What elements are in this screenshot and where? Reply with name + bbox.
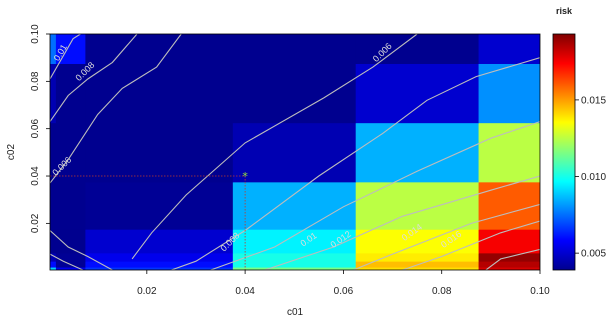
x-tick-label: 0.04: [235, 286, 255, 297]
legend-ticks: 0.005 0.010 0.015: [575, 95, 606, 260]
y-tick-label: 0.08: [30, 71, 41, 91]
heatmap-cell: [232, 34, 357, 64]
heatmap-cell: [355, 267, 479, 270]
heatmap-cell: [85, 267, 234, 270]
heatmap-cell: [50, 267, 57, 270]
contour-line: [50, 34, 81, 80]
y-tick-label: 0.10: [30, 24, 41, 44]
heatmap-cell: [355, 63, 479, 124]
x-tick-label: 0.02: [137, 286, 157, 297]
heatmap-cell: [478, 34, 540, 64]
heatmap-cell: [232, 229, 357, 254]
contour-line: [50, 253, 84, 270]
contour-line: [485, 248, 540, 270]
heatmap-cell: [232, 181, 357, 230]
y-axis: 0.02 0.04 0.06 0.08 0.10: [30, 24, 50, 233]
heatmap-cell: [85, 261, 234, 268]
contour-line: [210, 121, 540, 270]
legend-title: risk: [556, 6, 573, 16]
reference-lines: *: [50, 170, 248, 270]
y-axis-title: c02: [6, 144, 17, 161]
heatmap-cell: [50, 63, 57, 124]
heatmap-cell: [85, 122, 234, 183]
y-tick-label: 0.06: [30, 119, 41, 139]
heatmap-cell: [50, 122, 57, 183]
heatmap-cell: [55, 229, 86, 254]
y-tick-label: 0.02: [30, 213, 41, 233]
heatmap-cell: [478, 63, 540, 124]
contour-line: [50, 230, 113, 270]
heatmap-cell: [85, 229, 234, 254]
heatmap-cells: [50, 34, 540, 270]
y-tick-label: 0.04: [30, 166, 41, 186]
legend-tick-label: 0.005: [581, 249, 606, 260]
heatmap-cell: [232, 252, 357, 262]
contour-line: [50, 34, 138, 122]
heatmap-cell: [232, 122, 357, 183]
legend-colorbar: [552, 33, 576, 271]
heatmap-cell: [85, 34, 234, 64]
contour-line: [171, 57, 540, 270]
x-axis: 0.02 0.04 0.06 0.08 0.10: [137, 270, 550, 297]
x-tick-label: 0.10: [530, 286, 550, 297]
heatmap-cell: [55, 252, 86, 262]
contour-line: [264, 175, 540, 270]
contour-line: [131, 34, 418, 260]
contour-line: [402, 220, 540, 270]
heatmap-cell: [232, 267, 357, 270]
contour-line: [50, 34, 182, 184]
heatmap-cell: [85, 181, 234, 230]
heatmap-cell: [85, 63, 234, 124]
heatmap-cell: [50, 181, 57, 230]
contour-lines: [50, 34, 540, 270]
x-tick-label: 0.06: [334, 286, 354, 297]
heatmap-cell: [478, 122, 540, 183]
heatmap-cell: [355, 122, 479, 183]
heatmap-cell: [478, 181, 540, 230]
plot-frame: [49, 33, 541, 271]
heatmap-cell: [355, 252, 479, 262]
heatmap-cell: [355, 34, 479, 64]
heatmap-cell: [55, 181, 86, 230]
x-tick-label: 0.08: [432, 286, 452, 297]
heatmap-cell: [50, 34, 57, 64]
heatmap-cell: [478, 229, 540, 254]
heatmap-cell: [50, 252, 57, 262]
marker-point: *: [242, 170, 248, 183]
heatmap-cell: [232, 63, 357, 124]
heatmap-cell: [55, 122, 86, 183]
legend-tick-label: 0.015: [581, 95, 606, 106]
heatmap-cell: [55, 267, 86, 270]
heatmap-cell: [85, 252, 234, 262]
color-legend: risk 0.005 0.010 0.015: [552, 6, 606, 271]
heatmap-cell: [50, 261, 57, 268]
legend-tick-label: 0.010: [581, 172, 606, 183]
heatmap-cell: [478, 261, 540, 268]
contour-line: [352, 203, 540, 270]
heatmap-cell: [232, 261, 357, 268]
heatmap-cell: [478, 267, 540, 270]
heatmap-cell: [50, 229, 57, 254]
x-axis-title: c01: [287, 307, 304, 318]
heatmap-cell: [355, 181, 479, 230]
